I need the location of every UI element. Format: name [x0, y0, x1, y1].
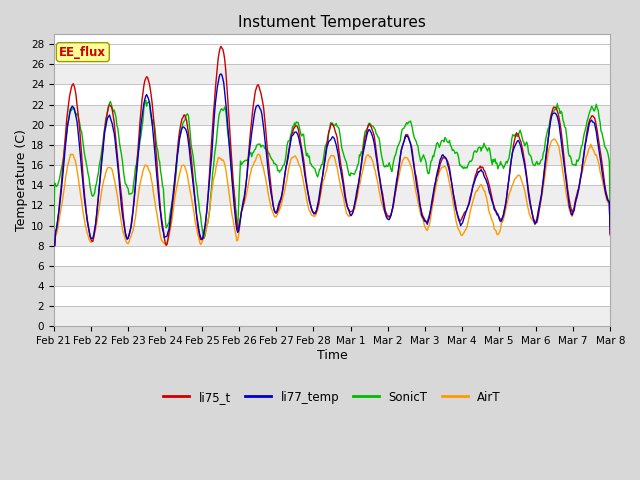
Title: Instument Temperatures: Instument Temperatures [238, 15, 426, 30]
AirT [50, 243, 58, 249]
AirT [422, 225, 429, 231]
li75_t [217, 44, 225, 49]
li75_t [379, 191, 387, 197]
li77_temp [50, 243, 58, 249]
Line: AirT: AirT [54, 139, 611, 246]
li77_temp [607, 231, 614, 237]
SonicT [194, 193, 202, 199]
AirT [301, 189, 309, 195]
li77_temp [193, 214, 201, 219]
li75_t [303, 179, 310, 185]
SonicT [424, 168, 431, 174]
li75_t [422, 218, 430, 224]
li77_temp [379, 195, 387, 201]
AirT [148, 180, 156, 186]
SonicT [471, 148, 479, 154]
Bar [54, 64, 611, 84]
Y-axis label: Temperature (C): Temperature (C) [15, 129, 28, 231]
li75_t [607, 232, 614, 238]
Line: li75_t: li75_t [54, 47, 611, 246]
Bar [54, 226, 611, 246]
Line: SonicT: SonicT [54, 100, 611, 238]
li75_t [193, 216, 201, 221]
AirT [607, 231, 614, 237]
SonicT [50, 227, 58, 233]
SonicT [149, 117, 157, 122]
Bar [54, 266, 611, 286]
li77_temp [217, 71, 225, 77]
SonicT [607, 215, 614, 220]
Bar [54, 145, 611, 165]
SonicT [303, 151, 311, 156]
Bar [54, 105, 611, 125]
Legend: li75_t, li77_temp, SonicT, AirT: li75_t, li77_temp, SonicT, AirT [159, 386, 506, 408]
X-axis label: Time: Time [317, 349, 348, 362]
SonicT [200, 235, 208, 241]
Bar [54, 306, 611, 326]
AirT [550, 136, 557, 142]
li77_temp [303, 182, 310, 188]
Line: li77_temp: li77_temp [54, 74, 611, 246]
li75_t [470, 180, 477, 186]
AirT [193, 226, 201, 232]
AirT [469, 199, 477, 204]
Bar [54, 185, 611, 205]
li77_temp [422, 219, 430, 225]
AirT [378, 200, 385, 206]
li77_temp [148, 121, 156, 127]
SonicT [142, 97, 150, 103]
Text: EE_flux: EE_flux [60, 46, 106, 59]
li77_temp [470, 181, 477, 187]
li75_t [148, 101, 156, 107]
SonicT [380, 162, 387, 168]
li75_t [50, 243, 58, 249]
